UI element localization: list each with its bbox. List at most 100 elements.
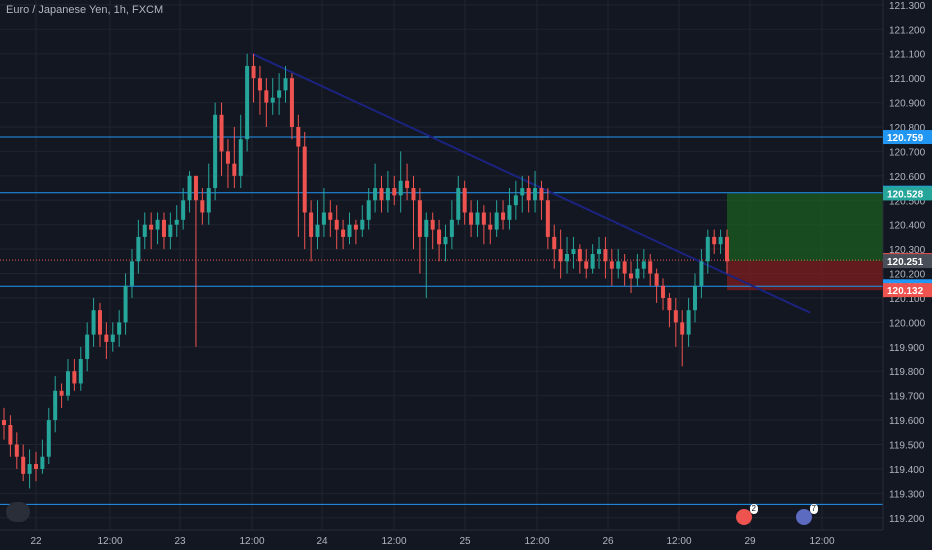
candle-body	[488, 224, 493, 230]
candle-body	[616, 261, 621, 269]
candle-body	[641, 261, 646, 269]
candle-body	[65, 371, 70, 396]
y-tick-label: 120.300	[889, 245, 926, 256]
candle-body	[110, 334, 115, 342]
candle-body	[475, 212, 480, 225]
candle-body	[97, 310, 102, 335]
candle-body	[296, 127, 301, 147]
candle-body	[648, 261, 653, 274]
candle-body	[78, 359, 83, 384]
candle-body	[21, 456, 26, 474]
y-tick-label: 119.600	[889, 416, 925, 427]
y-tick-label: 119.200	[889, 514, 925, 525]
price-label-bg	[883, 130, 932, 145]
candle-body	[341, 229, 346, 237]
price-label: 120.759	[887, 133, 924, 144]
x-tick-label: 26	[602, 536, 614, 547]
candle-body	[443, 236, 448, 245]
candle-body	[232, 163, 237, 176]
candle-body	[533, 188, 538, 201]
candle-body	[481, 212, 486, 225]
y-tick-label: 120.500	[889, 196, 926, 207]
candle-body	[347, 224, 352, 237]
candle-body	[667, 297, 672, 311]
candle-body	[213, 114, 218, 189]
trendline[interactable]	[251, 52, 811, 314]
candle-body	[673, 310, 678, 323]
candle-body	[424, 219, 429, 237]
candle-body	[571, 249, 576, 255]
candle-body	[552, 236, 557, 250]
position-zones	[727, 193, 883, 291]
x-tick-label: 12:00	[809, 536, 834, 547]
candle-body	[398, 180, 403, 196]
candle-body	[14, 444, 19, 457]
candle-body	[142, 224, 147, 237]
candle-body	[257, 78, 262, 91]
candle-body	[385, 188, 390, 201]
x-tick-label: 23	[174, 536, 186, 547]
symbol-title[interactable]: Euro / Japanese Yen, 1h, FXCM	[6, 4, 164, 16]
candle-body	[283, 78, 288, 91]
candle-body	[353, 224, 358, 230]
candle-body	[417, 200, 422, 237]
candle-body	[321, 212, 326, 225]
candle-body	[379, 188, 384, 201]
y-tick-label: 121.100	[889, 50, 926, 61]
profit-zone	[727, 193, 883, 262]
candle-body	[469, 212, 474, 225]
y-tick-label: 120.900	[889, 99, 926, 110]
candle-body	[174, 219, 179, 225]
y-tick-label: 120.100	[889, 294, 926, 305]
candle-body	[149, 224, 154, 230]
candle-body	[513, 195, 518, 206]
trendline-layer[interactable]	[251, 52, 811, 314]
x-tick-label: 24	[316, 536, 328, 547]
y-tick-label: 120.400	[889, 221, 926, 232]
horizontal-levels[interactable]	[0, 136, 883, 505]
candle-body	[187, 175, 192, 201]
candle-body	[200, 200, 205, 213]
candle-body	[85, 334, 90, 360]
candle-body	[373, 188, 378, 201]
y-tick-label: 121.000	[889, 74, 926, 85]
x-tick-label: 12:00	[97, 536, 122, 547]
dividend-event-count: 2	[749, 504, 758, 514]
candle-body	[251, 65, 256, 79]
candle-body	[520, 188, 525, 196]
price-axis[interactable]: 121.300 121.200 121.100 121.000 120.900 120.8…	[882, 0, 932, 530]
candle-body	[334, 219, 339, 230]
candle-body	[526, 188, 531, 201]
tradingview-logo-icon[interactable]	[6, 502, 30, 522]
candle-body	[289, 78, 294, 128]
candle-body	[584, 261, 589, 269]
candle-body	[277, 90, 282, 98]
candle-body	[705, 236, 710, 262]
candle-body	[622, 261, 627, 274]
earnings-event-icon[interactable]: 7	[796, 504, 818, 525]
candle-body	[2, 420, 6, 425]
candles-layer	[2, 53, 729, 489]
candle-body	[8, 424, 13, 445]
y-tick-label: 120.000	[889, 318, 926, 329]
candle-body	[411, 188, 416, 201]
candle-body	[129, 261, 134, 286]
x-tick-label: 25	[459, 536, 471, 547]
price-label: 120.132	[887, 286, 924, 297]
dividend-event-icon[interactable]: 2	[736, 504, 758, 525]
price-label: 120.528	[887, 189, 924, 200]
candle-body	[686, 310, 691, 335]
y-tick-label: 120.800	[889, 123, 926, 134]
candle-body	[27, 464, 32, 474]
y-tick-label: 120.600	[889, 172, 926, 183]
candle-body	[629, 273, 634, 279]
time-axis[interactable]: 22 12:00 23 12:00 24 12:00 25 12:00 26 12:00 29 12:…	[0, 529, 883, 547]
candle-body	[699, 261, 704, 286]
candle-body	[680, 322, 685, 335]
y-tick-label: 119.800	[889, 367, 925, 378]
candle-body	[245, 65, 250, 140]
candle-body	[53, 390, 58, 421]
candle-body	[405, 180, 410, 189]
candle-body	[328, 212, 333, 220]
